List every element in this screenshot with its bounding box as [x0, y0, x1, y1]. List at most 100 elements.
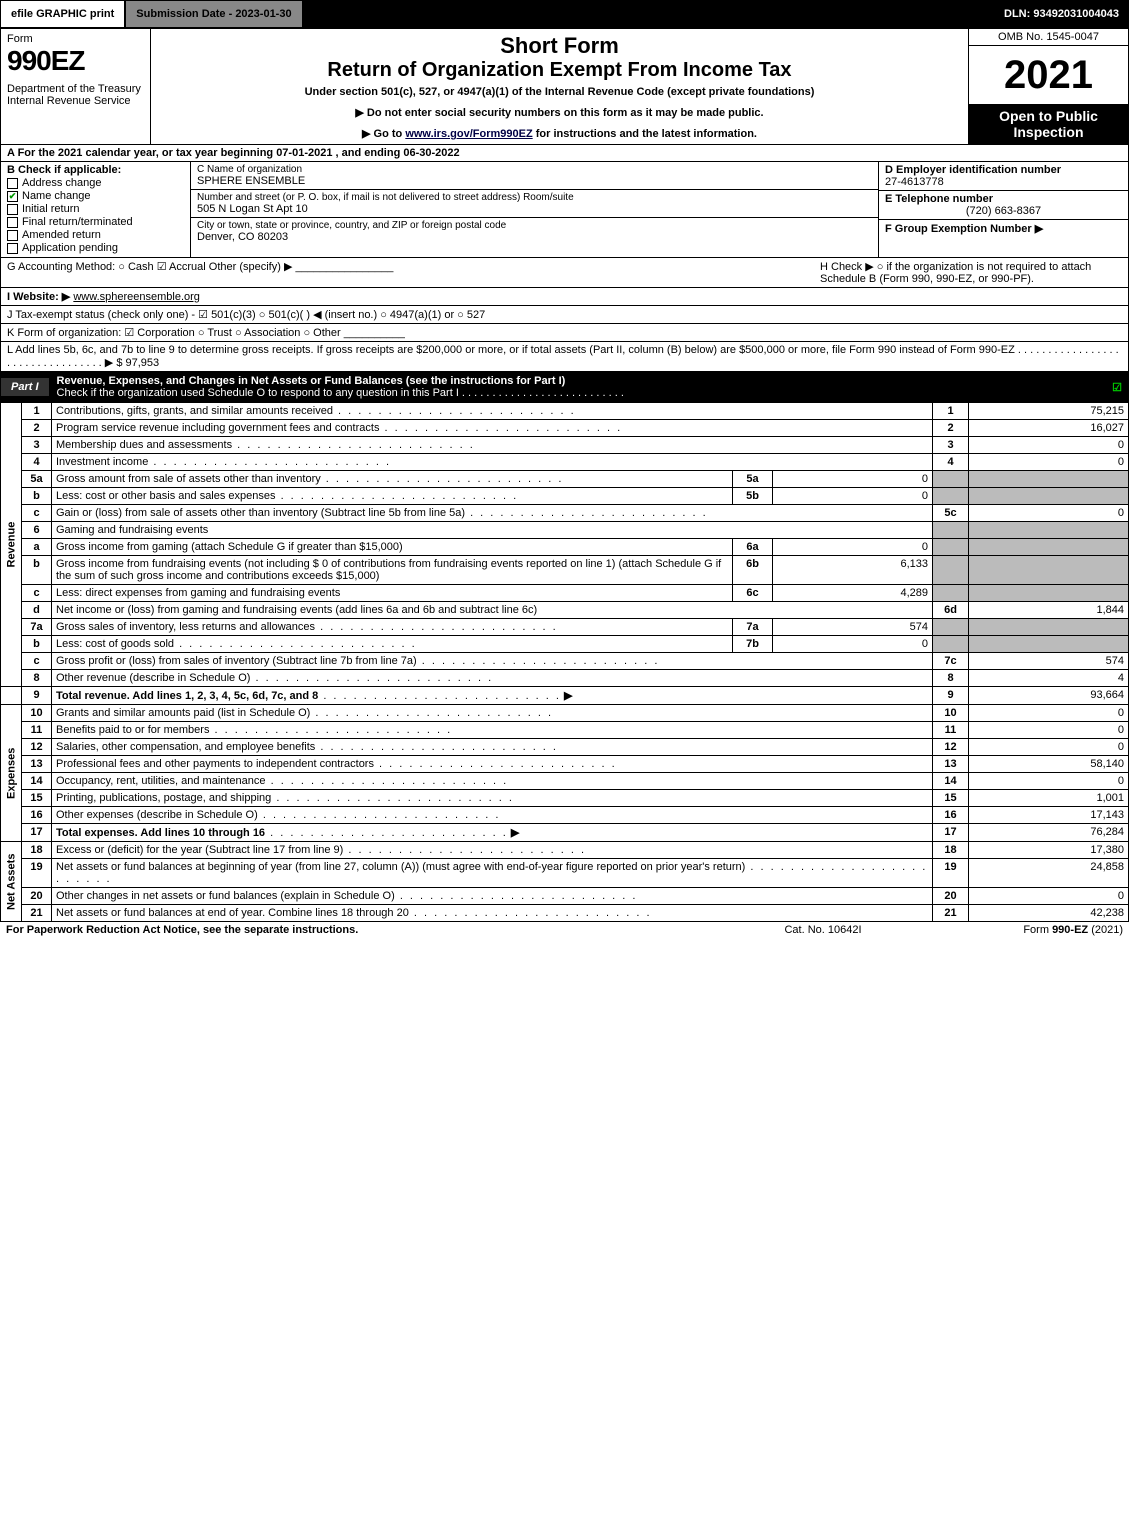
org-city-label: City or town, state or province, country…: [197, 220, 872, 231]
table-row: Expenses 10 Grants and similar amounts p…: [1, 705, 1129, 722]
line-ref: 3: [933, 437, 969, 454]
line-desc: Other revenue (describe in Schedule O): [52, 670, 933, 687]
part1-bar: Part I Revenue, Expenses, and Changes in…: [0, 372, 1129, 403]
line-num: b: [22, 488, 52, 505]
line-num: 9: [22, 687, 52, 705]
col-b: B Check if applicable: Address change ✔N…: [1, 162, 191, 257]
line-val: 93,664: [969, 687, 1129, 705]
department: Department of the Treasury Internal Reve…: [7, 83, 144, 107]
line-desc: Membership dues and assessments: [52, 437, 933, 454]
line-ref: 17: [933, 824, 969, 842]
line-ref: 9: [933, 687, 969, 705]
table-row: 15Printing, publications, postage, and s…: [1, 790, 1129, 807]
line-desc: Less: direct expenses from gaming and fu…: [52, 585, 733, 602]
org-name: SPHERE ENSEMBLE: [197, 175, 872, 187]
line-ref: 19: [933, 859, 969, 888]
accounting-method: G Accounting Method: ○ Cash ☑ Accrual Ot…: [7, 260, 812, 285]
open-to-public: Open to Public Inspection: [969, 104, 1128, 144]
part1-subtitle: Check if the organization used Schedule …: [57, 387, 624, 399]
org-addr-label: Number and street (or P. O. box, if mail…: [197, 192, 872, 203]
line-val: 17,380: [969, 842, 1129, 859]
line-val: 75,215: [969, 403, 1129, 420]
line-desc: Salaries, other compensation, and employ…: [52, 739, 933, 756]
row-k-form-org: K Form of organization: ☑ Corporation ○ …: [0, 324, 1129, 342]
line-val: [969, 619, 1129, 636]
line-val: 0: [969, 454, 1129, 471]
line-ref: [933, 522, 969, 539]
line-num: b: [22, 556, 52, 585]
chk-name-change[interactable]: ✔Name change: [7, 190, 184, 202]
line-val: 16,027: [969, 420, 1129, 437]
line-val: 0: [969, 888, 1129, 905]
chk-label: Application pending: [22, 242, 118, 254]
form-word: Form: [7, 33, 144, 45]
line-ref: [933, 539, 969, 556]
chk-label: Name change: [22, 190, 91, 202]
table-row: 19Net assets or fund balances at beginni…: [1, 859, 1129, 888]
line-num: 18: [22, 842, 52, 859]
line-subref: 6c: [733, 585, 773, 602]
section-revenue: Revenue: [1, 403, 22, 687]
form-number: 990EZ: [7, 45, 144, 77]
line-ref: 10: [933, 705, 969, 722]
line-val: [969, 539, 1129, 556]
line-ref: 12: [933, 739, 969, 756]
row-i-website: I Website: ▶ www.sphereensemble.org: [0, 288, 1129, 306]
table-row: 3 Membership dues and assessments 3 0: [1, 437, 1129, 454]
line-val: [969, 585, 1129, 602]
header-left: Form 990EZ Department of the Treasury In…: [1, 29, 151, 144]
checkbox-icon: [7, 178, 18, 189]
line-ref: 8: [933, 670, 969, 687]
line-ref: 20: [933, 888, 969, 905]
website-url[interactable]: www.sphereensemble.org: [73, 291, 200, 303]
line-num: 13: [22, 756, 52, 773]
table-row: 14Occupancy, rent, utilities, and mainte…: [1, 773, 1129, 790]
chk-initial-return[interactable]: Initial return: [7, 203, 184, 215]
row-l-amount: 97,953: [126, 357, 160, 369]
line-ref: [933, 556, 969, 585]
org-addr: 505 N Logan St Apt 10: [197, 203, 872, 215]
chk-final-return[interactable]: Final return/terminated: [7, 216, 184, 228]
irs-link[interactable]: www.irs.gov/Form990EZ: [405, 128, 532, 140]
line-num: 7a: [22, 619, 52, 636]
footer-right: Form 990-EZ (2021): [923, 924, 1123, 936]
table-row: 6 Gaming and fundraising events: [1, 522, 1129, 539]
line-desc: Occupancy, rent, utilities, and maintena…: [52, 773, 933, 790]
efile-print-button[interactable]: efile GRAPHIC print: [0, 0, 125, 28]
table-row: 7a Gross sales of inventory, less return…: [1, 619, 1129, 636]
line-desc: Total revenue. Add lines 1, 2, 3, 4, 5c,…: [52, 687, 933, 705]
table-row: 21Net assets or fund balances at end of …: [1, 905, 1129, 922]
title-short-form: Short Form: [159, 33, 960, 59]
line-ref: 16: [933, 807, 969, 824]
line-num: a: [22, 539, 52, 556]
chk-label: Address change: [22, 177, 102, 189]
chk-amended-return[interactable]: Amended return: [7, 229, 184, 241]
line-subval: 0: [773, 488, 933, 505]
line-desc: Gross profit or (loss) from sales of inv…: [52, 653, 933, 670]
header-right: OMB No. 1545-0047 2021 Open to Public In…: [968, 29, 1128, 144]
line-num: b: [22, 636, 52, 653]
line-num: 19: [22, 859, 52, 888]
col-b-label: B Check if applicable:: [7, 164, 184, 176]
chk-application-pending[interactable]: Application pending: [7, 242, 184, 254]
line-num: 15: [22, 790, 52, 807]
line-ref: [933, 488, 969, 505]
line-subval: 0: [773, 636, 933, 653]
table-row: 12Salaries, other compensation, and empl…: [1, 739, 1129, 756]
col-d: D Employer identification number 27-4613…: [878, 162, 1128, 257]
line-val: 58,140: [969, 756, 1129, 773]
line-val: [969, 522, 1129, 539]
line-val: 0: [969, 505, 1129, 522]
note-link-post: for instructions and the latest informat…: [533, 128, 757, 140]
arrow-icon: ▶: [564, 690, 572, 702]
part1-title-text: Revenue, Expenses, and Changes in Net As…: [57, 375, 566, 387]
org-city: Denver, CO 80203: [197, 231, 872, 243]
line-num: 5a: [22, 471, 52, 488]
table-row: b Less: cost of goods sold 7b 0: [1, 636, 1129, 653]
footer-left: For Paperwork Reduction Act Notice, see …: [6, 924, 723, 936]
line-desc: Gross income from fundraising events (no…: [52, 556, 733, 585]
table-row: a Gross income from gaming (attach Sched…: [1, 539, 1129, 556]
line-ref: [933, 619, 969, 636]
line-ref: 21: [933, 905, 969, 922]
chk-address-change[interactable]: Address change: [7, 177, 184, 189]
